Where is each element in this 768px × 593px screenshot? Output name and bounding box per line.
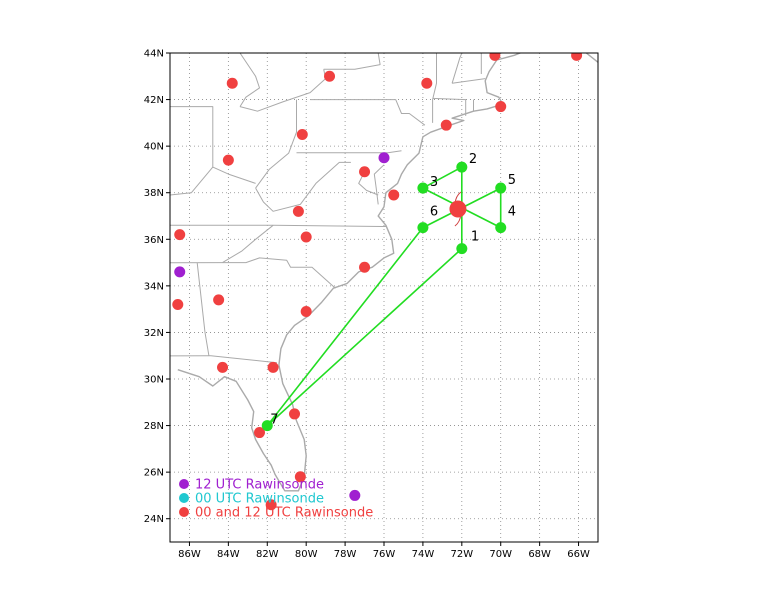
rawinsonde-station bbox=[222, 154, 234, 166]
legend-marker-both bbox=[179, 507, 189, 517]
rawinsonde-station bbox=[253, 427, 265, 439]
state-border bbox=[170, 166, 214, 196]
rawinsonde-station bbox=[378, 152, 390, 164]
x-tick-label: 78W bbox=[334, 549, 357, 560]
state-border bbox=[432, 97, 467, 116]
rawinsonde-station bbox=[174, 266, 186, 278]
x-tick-label: 84W bbox=[217, 549, 240, 560]
x-tick-label: 86W bbox=[178, 549, 201, 560]
rawinsonde-station bbox=[292, 205, 304, 217]
rawinsonde-station bbox=[495, 101, 507, 113]
x-tick-label: 76W bbox=[373, 549, 396, 560]
rawinsonde-station bbox=[296, 129, 308, 140]
state-border bbox=[222, 224, 274, 264]
rawinsonde-station bbox=[359, 166, 371, 178]
rawinsonde-station bbox=[300, 231, 312, 243]
waypoint-4-marker bbox=[495, 222, 507, 234]
storm-center-marker bbox=[449, 200, 467, 218]
waypoint-1-label: 1 bbox=[471, 230, 479, 245]
waypoint-2-marker bbox=[456, 161, 468, 173]
axis-ticks: 86W 84W 82W 80W 78W 76W 74W 72W 70W 68W 66W 24N 26N 2… bbox=[144, 49, 590, 561]
legend-marker-12 bbox=[179, 479, 189, 489]
state-border bbox=[432, 53, 437, 123]
y-tick-label: 44N bbox=[144, 49, 164, 60]
rawinsonde-station bbox=[174, 229, 186, 241]
y-tick-label: 26N bbox=[144, 468, 164, 479]
legend-marker-00 bbox=[179, 493, 189, 503]
waypoint-2-label: 2 bbox=[469, 152, 477, 167]
rawinsonde-station bbox=[489, 53, 501, 61]
waypoint-3-marker bbox=[417, 182, 429, 194]
coastline bbox=[177, 53, 522, 492]
waypoint-7-label: 7 bbox=[270, 413, 278, 428]
waypoint-7-marker bbox=[261, 420, 273, 432]
state-border bbox=[452, 78, 486, 84]
waypoint-1-marker bbox=[456, 243, 468, 255]
state-border bbox=[196, 262, 210, 356]
waypoint-3-label: 3 bbox=[430, 175, 438, 190]
waypoints: 1 2 3 4 5 6 7 bbox=[261, 152, 516, 432]
state-border bbox=[296, 150, 402, 154]
geography bbox=[170, 53, 598, 492]
state-border bbox=[170, 87, 256, 184]
rawinsonde-station bbox=[300, 305, 312, 317]
y-tick-label: 40N bbox=[144, 142, 164, 153]
y-tick-label: 28N bbox=[144, 421, 164, 432]
state-border bbox=[323, 53, 381, 70]
rawinsonde-station bbox=[421, 77, 433, 89]
x-tick-label: 72W bbox=[451, 549, 474, 560]
waypoint-6-label: 6 bbox=[430, 205, 438, 220]
state-border bbox=[310, 99, 426, 126]
rawinsonde-station bbox=[226, 77, 238, 89]
x-tick-label: 70W bbox=[489, 549, 512, 560]
legend-label-00: 00 UTC Rawinsonde bbox=[195, 492, 324, 507]
y-tick-label: 34N bbox=[144, 281, 164, 292]
state-border bbox=[358, 171, 379, 196]
grid bbox=[170, 53, 598, 542]
rawinsonde-station bbox=[440, 119, 452, 131]
rawinsonde-station bbox=[571, 53, 583, 61]
coastline bbox=[585, 53, 598, 63]
rawinsonde-station bbox=[359, 261, 371, 273]
state-border bbox=[239, 53, 260, 107]
rawinsonde-station bbox=[349, 489, 361, 501]
y-tick-label: 24N bbox=[144, 514, 164, 525]
legend-label-both: 00 and 12 UTC Rawinsonde bbox=[195, 506, 373, 521]
y-tick-label: 36N bbox=[144, 235, 164, 246]
x-tick-label: 68W bbox=[528, 549, 551, 560]
rawinsonde-station bbox=[294, 471, 306, 483]
state-border bbox=[170, 224, 386, 227]
x-tick-label: 82W bbox=[256, 549, 279, 560]
state-border bbox=[255, 161, 351, 212]
rawinsonde-stations bbox=[172, 53, 583, 511]
state-border bbox=[170, 257, 336, 289]
x-tick-label: 80W bbox=[295, 549, 318, 560]
waypoint-5-marker bbox=[495, 182, 507, 194]
waypoint-4-label: 4 bbox=[508, 205, 516, 220]
rawinsonde-station bbox=[213, 294, 225, 306]
y-tick-label: 30N bbox=[144, 375, 164, 386]
state-border bbox=[170, 355, 278, 364]
y-tick-label: 42N bbox=[144, 95, 164, 106]
state-border bbox=[255, 99, 297, 189]
rawinsonde-station bbox=[217, 361, 229, 373]
rawinsonde-station bbox=[265, 499, 277, 511]
legend-label-12: 12 UTC Rawinsonde bbox=[195, 478, 324, 493]
rawinsonde-station bbox=[324, 70, 336, 82]
y-tick-label: 38N bbox=[144, 188, 164, 199]
state-border bbox=[373, 164, 385, 205]
waypoint-5-label: 5 bbox=[508, 173, 516, 188]
rawinsonde-station bbox=[289, 408, 301, 420]
y-tick-label: 32N bbox=[144, 328, 164, 339]
rawinsonde-station bbox=[267, 361, 279, 373]
rawinsonde-station bbox=[388, 189, 400, 201]
rawinsonde-station bbox=[172, 298, 184, 310]
x-tick-label: 74W bbox=[412, 549, 435, 560]
state-border bbox=[451, 53, 463, 84]
waypoint-6-marker bbox=[417, 222, 429, 234]
x-tick-label: 66W bbox=[567, 549, 590, 560]
